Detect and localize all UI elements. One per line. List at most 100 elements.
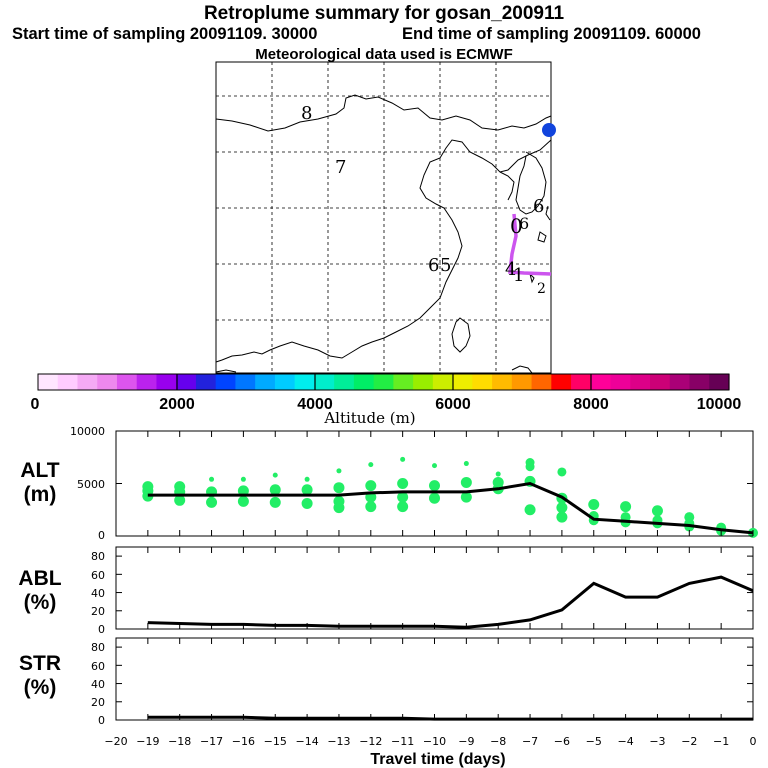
alt-scatter-point	[524, 504, 536, 516]
alt-ytick: 5000	[77, 478, 105, 491]
x-tick-label: −16	[232, 735, 255, 748]
colorbar-cell	[630, 374, 651, 390]
colorbar-cell	[689, 374, 710, 390]
colorbar-cell	[590, 374, 612, 390]
alt-scatter-point	[495, 471, 501, 477]
alt-scatter-point	[432, 463, 437, 469]
x-tick-label: 0	[750, 735, 757, 748]
colorbar-cell	[156, 374, 177, 390]
alt-scatter-point	[368, 462, 374, 468]
alt-scatter-point	[557, 467, 567, 477]
x-tick-label: −14	[295, 735, 318, 748]
colorbar-tick: 6000	[435, 396, 471, 413]
alt-unit: (m)	[24, 483, 57, 506]
map-grid	[216, 62, 551, 373]
str-ytick: 0	[98, 714, 105, 727]
x-tick-label: −8	[490, 735, 506, 748]
colorbar-cell	[97, 374, 118, 390]
colorbar-cell	[511, 374, 533, 390]
colorbar-title: Altitude (m)	[323, 409, 415, 427]
alt-label: ALT	[20, 459, 59, 482]
alt-scatter-point	[460, 476, 472, 488]
colorbar-tick: 8000	[573, 396, 609, 413]
colorbar-cells	[38, 374, 730, 390]
alt-scatter-point	[272, 472, 278, 478]
x-tick-label: −10	[423, 735, 446, 748]
alt-scatter-point	[336, 468, 342, 474]
map-day-label: 8	[301, 103, 312, 124]
colorbar-cell	[531, 374, 552, 390]
x-tick-label: −13	[327, 735, 350, 748]
colorbar-cell	[255, 374, 276, 390]
str-panel: STR (%) 80 60 40 20 0	[19, 637, 754, 727]
alt-scatter-point	[429, 492, 440, 504]
trajectory-map: 8 7 6 5 6 0 4 1 2 6	[215, 61, 556, 374]
alt-scatter-point	[240, 476, 246, 482]
colorbar-cell	[650, 374, 671, 390]
alt-scatter-point	[556, 502, 568, 514]
colorbar-cell	[57, 374, 79, 390]
colorbar-cell	[551, 374, 572, 390]
met-data-label: Meteorological data used is ECMWF	[255, 46, 513, 63]
x-axis-title: Travel time (days)	[370, 751, 505, 768]
alt-ytick: 0	[98, 529, 105, 542]
colorbar-cell	[235, 374, 256, 390]
x-tick-label: −5	[586, 735, 602, 748]
alt-scatter-point	[588, 499, 600, 510]
x-tick-label: −15	[264, 735, 287, 748]
alt-scatter-point	[209, 476, 215, 482]
x-tick-label: −20	[104, 735, 127, 748]
colorbar-cell	[472, 374, 493, 390]
x-tick-label: −3	[649, 735, 665, 748]
abl-ytick: 60	[91, 569, 105, 582]
alt-scatter-point	[269, 484, 281, 496]
colorbar-cell	[373, 374, 394, 390]
map-day-labels: 8 7 6 5 6 0 4 1 2 6	[301, 103, 546, 297]
alt-scatter-point	[525, 462, 535, 472]
str-line	[147, 715, 753, 721]
alt-panel: ALT (m) 10000 5000 0	[20, 425, 758, 542]
colorbar-tick: 10000	[697, 396, 742, 413]
colorbar-cell	[176, 374, 197, 390]
alt-scatter-point	[400, 456, 406, 462]
x-tick-label: −19	[136, 735, 159, 748]
alt-scatter-point	[365, 501, 377, 513]
map-frame	[215, 61, 552, 374]
map-day-label: 0	[510, 214, 523, 238]
alt-scatter-point	[301, 497, 313, 509]
colorbar-tick: 4000	[297, 396, 333, 413]
str-unit: (%)	[24, 676, 57, 699]
alt-scatter-point	[556, 511, 568, 523]
colorbar-cell	[610, 374, 631, 390]
alt-scatter-point	[333, 482, 345, 494]
colorbar-cell	[314, 374, 335, 390]
colorbar-cell	[116, 374, 138, 390]
x-tick-label: −7	[522, 735, 538, 748]
colorbar-cell	[195, 374, 217, 390]
x-tick-label: −17	[200, 735, 223, 748]
x-tick-label: −4	[617, 735, 633, 748]
str-ytick: 80	[91, 641, 105, 654]
colorbar-cell	[413, 374, 434, 390]
colorbar-cell	[77, 374, 98, 390]
colorbar-tick: 0	[31, 396, 40, 413]
release-point	[542, 123, 556, 137]
alt-scatter-point	[333, 502, 345, 514]
alt-scatter-point	[397, 491, 409, 503]
alt-scatter-point	[620, 501, 632, 513]
abl-ytick: 40	[91, 587, 105, 600]
colorbar-cell	[353, 374, 375, 390]
abl-panel: ABL (%) 80 60 40 20 0	[18, 546, 754, 636]
colorbar-cell	[669, 374, 691, 390]
alt-scatter-point	[206, 496, 218, 508]
map-day-label: 4	[505, 259, 516, 280]
str-panel-frame	[115, 637, 754, 721]
x-tick-label: −2	[681, 735, 697, 748]
str-label: STR	[19, 652, 61, 675]
colorbar-cell	[334, 374, 355, 390]
abl-line	[147, 575, 754, 629]
x-tick-label: −11	[391, 735, 414, 748]
map-day-label: 5	[440, 255, 451, 276]
colorbar-cell	[452, 374, 473, 390]
start-time-label: Start time of sampling 20091109. 30000	[12, 25, 318, 43]
